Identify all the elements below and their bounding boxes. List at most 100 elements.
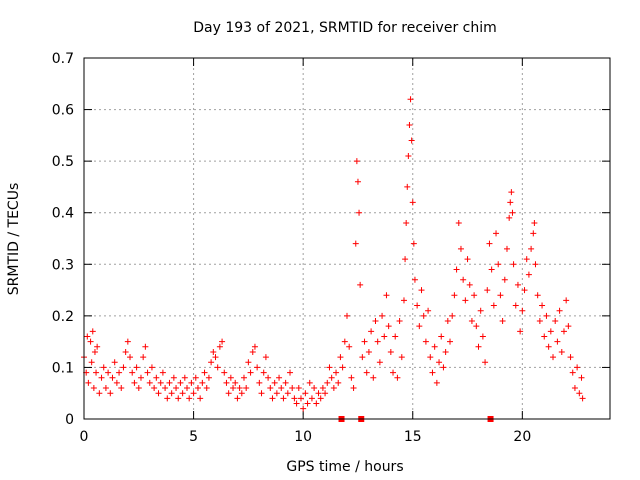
- data-point: [484, 287, 491, 294]
- data-point: [536, 318, 543, 325]
- data-point: [534, 292, 541, 299]
- data-point: [102, 385, 109, 392]
- data-point: [236, 385, 243, 392]
- data-point: [317, 395, 324, 402]
- data-point: [488, 266, 495, 273]
- data-point: [422, 338, 429, 345]
- data-point: [479, 333, 486, 340]
- data-point: [243, 385, 250, 392]
- data-point: [84, 333, 91, 340]
- y-tick-label: 0.1: [52, 360, 74, 376]
- data-point: [379, 312, 386, 319]
- data-point: [341, 338, 348, 345]
- data-point: [440, 364, 447, 371]
- data-point: [543, 312, 550, 319]
- data-point: [162, 385, 169, 392]
- data-point: [113, 379, 120, 386]
- data-point: [451, 292, 458, 299]
- data-point: [328, 374, 335, 381]
- data-point: [512, 302, 519, 309]
- data-point: [418, 287, 425, 294]
- data-point: [344, 312, 350, 319]
- data-point: [89, 328, 96, 335]
- data-point: [105, 369, 112, 376]
- data-point: [245, 359, 252, 366]
- data-point: [208, 359, 215, 366]
- data-point: [429, 369, 436, 376]
- data-point: [547, 328, 554, 335]
- data-point: [506, 214, 513, 221]
- data-point: [525, 271, 532, 278]
- data-point: [221, 369, 228, 376]
- data-point: [501, 276, 508, 283]
- data-point: [333, 369, 340, 376]
- data-point: [578, 374, 585, 381]
- data-point: [199, 379, 206, 386]
- data-point: [249, 348, 256, 355]
- data-point: [425, 307, 432, 314]
- data-point: [254, 364, 261, 371]
- data-point: [111, 359, 118, 366]
- data-point: [560, 328, 567, 335]
- y-tick-label: 0.5: [52, 154, 74, 170]
- data-point: [519, 307, 526, 314]
- data-point: [409, 199, 416, 206]
- data-point: [550, 354, 557, 361]
- data-point: [170, 374, 177, 381]
- data-point: [205, 374, 212, 381]
- data-point: [186, 395, 193, 402]
- data-point: [267, 385, 274, 392]
- data-point: [230, 385, 237, 392]
- data-point: [291, 395, 298, 402]
- data-point: [398, 354, 405, 361]
- data-point: [408, 137, 415, 144]
- data-point: [262, 354, 269, 361]
- data-point: [293, 400, 300, 407]
- data-point: [168, 390, 175, 397]
- data-point: [225, 390, 232, 397]
- data-point: [396, 318, 403, 325]
- data-point: [131, 379, 138, 386]
- plot-frame: [83, 57, 611, 420]
- data-point: [232, 379, 239, 386]
- data-point: [120, 364, 127, 371]
- data-point: [127, 354, 134, 361]
- data-point: [462, 297, 469, 304]
- data-point: [539, 302, 546, 309]
- x-tick-label: 0: [80, 429, 89, 445]
- data-point: [545, 343, 552, 350]
- data-point: [173, 385, 180, 392]
- y-tick-label: 0.2: [52, 309, 74, 325]
- data-point: [85, 379, 92, 386]
- data-point: [295, 385, 302, 392]
- x-tick-label: 10: [294, 429, 312, 445]
- data-point: [177, 379, 184, 386]
- data-point: [116, 369, 123, 376]
- data-point: [330, 385, 337, 392]
- y-tick-label: 0.4: [52, 206, 74, 222]
- data-point: [273, 390, 280, 397]
- data-point: [414, 302, 421, 309]
- x-tick-label: 5: [189, 429, 198, 445]
- data-point: [142, 343, 149, 350]
- data-point: [306, 379, 313, 386]
- data-point: [339, 364, 346, 371]
- data-point: [181, 374, 188, 381]
- data-point: [482, 359, 489, 366]
- data-point: [88, 359, 95, 366]
- data-point: [137, 374, 144, 381]
- data-point: [214, 364, 221, 371]
- data-point: [258, 390, 265, 397]
- data-point: [271, 379, 278, 386]
- data-point: [227, 374, 234, 381]
- data-point: [201, 369, 208, 376]
- data-point: [431, 343, 438, 350]
- data-point: [300, 405, 307, 412]
- data-point: [194, 385, 201, 392]
- data-point: [499, 318, 506, 325]
- data-point: [346, 343, 353, 350]
- data-point: [475, 343, 482, 350]
- data-point: [140, 354, 147, 361]
